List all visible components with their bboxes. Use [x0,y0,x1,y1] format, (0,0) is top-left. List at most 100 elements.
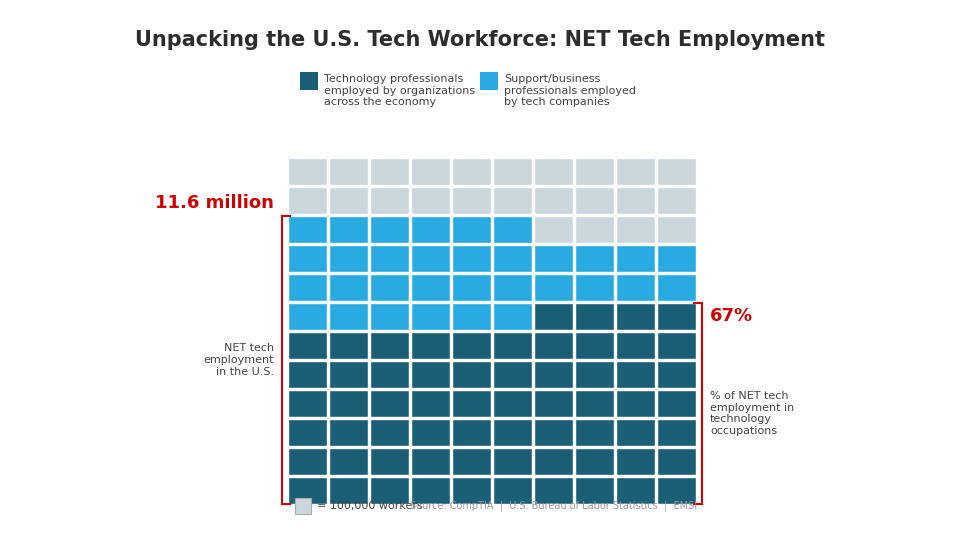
Text: = 100,000 workers: = 100,000 workers [317,501,422,511]
FancyBboxPatch shape [493,419,532,446]
FancyBboxPatch shape [288,303,327,330]
FancyBboxPatch shape [575,361,614,388]
FancyBboxPatch shape [452,361,491,388]
FancyBboxPatch shape [616,187,655,214]
Text: % of NET tech
employment in
technology
occupations: % of NET tech employment in technology o… [710,391,794,436]
FancyBboxPatch shape [370,187,409,214]
FancyBboxPatch shape [534,477,573,504]
FancyBboxPatch shape [452,303,491,330]
FancyBboxPatch shape [657,187,696,214]
FancyBboxPatch shape [329,274,368,301]
FancyBboxPatch shape [657,216,696,243]
FancyBboxPatch shape [411,419,450,446]
FancyBboxPatch shape [534,419,573,446]
FancyBboxPatch shape [534,187,573,214]
FancyBboxPatch shape [370,274,409,301]
FancyBboxPatch shape [288,274,327,301]
FancyBboxPatch shape [575,245,614,272]
FancyBboxPatch shape [534,390,573,417]
FancyBboxPatch shape [575,448,614,475]
FancyBboxPatch shape [493,448,532,475]
FancyBboxPatch shape [657,332,696,359]
FancyBboxPatch shape [534,303,573,330]
FancyBboxPatch shape [370,303,409,330]
FancyBboxPatch shape [616,361,655,388]
FancyBboxPatch shape [329,187,368,214]
FancyBboxPatch shape [288,332,327,359]
FancyBboxPatch shape [411,274,450,301]
FancyBboxPatch shape [534,245,573,272]
FancyBboxPatch shape [657,303,696,330]
FancyBboxPatch shape [657,245,696,272]
FancyBboxPatch shape [493,303,532,330]
FancyBboxPatch shape [329,245,368,272]
FancyBboxPatch shape [370,158,409,185]
FancyBboxPatch shape [370,419,409,446]
FancyBboxPatch shape [534,361,573,388]
FancyBboxPatch shape [575,477,614,504]
FancyBboxPatch shape [657,419,696,446]
FancyBboxPatch shape [288,158,327,185]
FancyBboxPatch shape [288,390,327,417]
FancyBboxPatch shape [288,448,327,475]
FancyBboxPatch shape [616,477,655,504]
FancyBboxPatch shape [657,448,696,475]
FancyBboxPatch shape [370,390,409,417]
FancyBboxPatch shape [329,361,368,388]
FancyBboxPatch shape [452,390,491,417]
FancyBboxPatch shape [411,187,450,214]
FancyBboxPatch shape [411,390,450,417]
FancyBboxPatch shape [329,419,368,446]
FancyBboxPatch shape [493,158,532,185]
FancyBboxPatch shape [411,303,450,330]
FancyBboxPatch shape [493,332,532,359]
Text: Support/business
professionals employed
by tech companies: Support/business professionals employed … [504,74,636,107]
FancyBboxPatch shape [493,187,532,214]
FancyBboxPatch shape [657,390,696,417]
FancyBboxPatch shape [616,332,655,359]
Text: 67%: 67% [710,307,754,325]
FancyBboxPatch shape [616,274,655,301]
FancyBboxPatch shape [411,216,450,243]
FancyBboxPatch shape [329,448,368,475]
FancyBboxPatch shape [329,216,368,243]
FancyBboxPatch shape [575,390,614,417]
FancyBboxPatch shape [575,419,614,446]
FancyBboxPatch shape [616,245,655,272]
FancyBboxPatch shape [452,245,491,272]
FancyBboxPatch shape [452,158,491,185]
FancyBboxPatch shape [295,498,311,514]
FancyBboxPatch shape [288,419,327,446]
FancyBboxPatch shape [575,216,614,243]
FancyBboxPatch shape [616,303,655,330]
FancyBboxPatch shape [534,216,573,243]
FancyBboxPatch shape [300,72,318,90]
FancyBboxPatch shape [575,303,614,330]
FancyBboxPatch shape [575,274,614,301]
FancyBboxPatch shape [657,477,696,504]
FancyBboxPatch shape [534,274,573,301]
FancyBboxPatch shape [288,187,327,214]
FancyBboxPatch shape [493,390,532,417]
FancyBboxPatch shape [288,477,327,504]
FancyBboxPatch shape [493,216,532,243]
FancyBboxPatch shape [657,158,696,185]
FancyBboxPatch shape [452,187,491,214]
FancyBboxPatch shape [452,477,491,504]
FancyBboxPatch shape [452,419,491,446]
FancyBboxPatch shape [616,448,655,475]
Text: NET tech
employment
in the U.S.: NET tech employment in the U.S. [204,343,274,376]
FancyBboxPatch shape [657,361,696,388]
FancyBboxPatch shape [657,274,696,301]
FancyBboxPatch shape [411,158,450,185]
FancyBboxPatch shape [575,187,614,214]
FancyBboxPatch shape [370,448,409,475]
FancyBboxPatch shape [329,477,368,504]
Text: 11.6 million: 11.6 million [156,194,274,212]
FancyBboxPatch shape [452,274,491,301]
FancyBboxPatch shape [288,361,327,388]
FancyBboxPatch shape [411,332,450,359]
FancyBboxPatch shape [370,216,409,243]
FancyBboxPatch shape [616,158,655,185]
FancyBboxPatch shape [370,245,409,272]
